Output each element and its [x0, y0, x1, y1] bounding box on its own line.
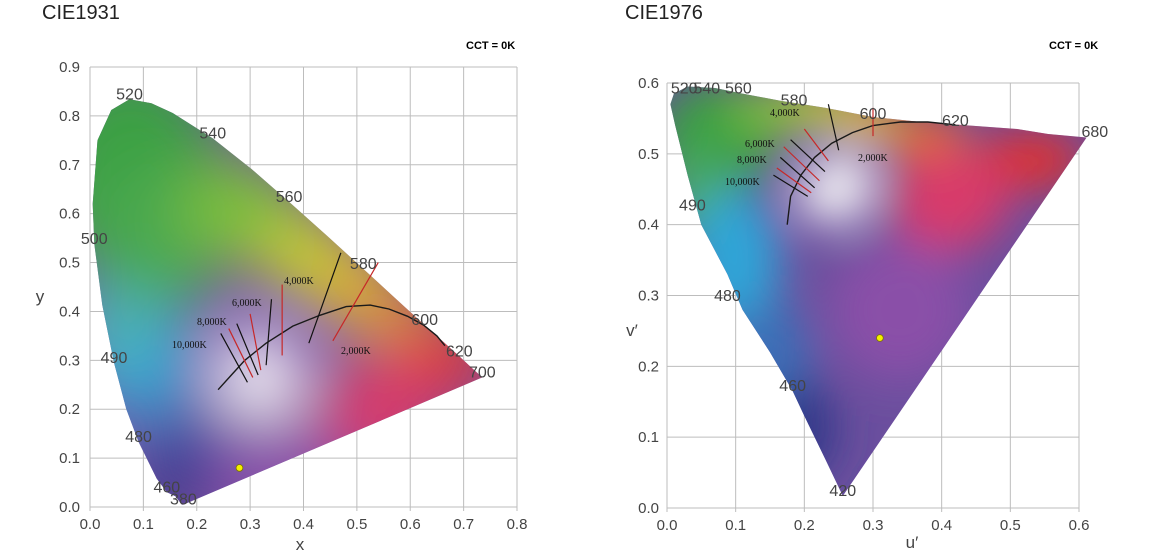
cie1976-y-tick-label: 0.3 [638, 288, 659, 305]
isotherm-lines-cie1976 [773, 104, 874, 197]
cct-label-2000k-cie1931: 2,000K [341, 346, 372, 357]
cie1976-wavelength-label-560: 560 [725, 81, 752, 98]
cie1976-wavelength-label-520: 520 [671, 81, 698, 98]
cie1931-wavelength-label-560: 560 [276, 189, 303, 206]
cct-label-8000k-cie1931: 8,000K [197, 317, 228, 328]
cie1976-x-tick-label: 0.1 [725, 517, 746, 534]
x-axis-label-cie1931: x [296, 535, 305, 554]
cie1976-wavelength-label-460: 460 [779, 378, 806, 395]
cie1931-wavelength-label-700: 700 [469, 364, 496, 381]
cie1931-x-tick-label: 0.4 [293, 516, 314, 533]
cie1931-y-tick-label: 0.4 [59, 303, 80, 320]
cie1976-wavelength-label-540: 540 [693, 81, 720, 98]
cct-label-6000k-cie1931: 6,000K [232, 298, 263, 309]
cie1931-wavelength-label-380: 380 [170, 492, 197, 509]
cie1931-wavelength-label-460: 460 [154, 479, 181, 496]
cie1976-y-tick-label: 0.1 [638, 429, 659, 446]
cie1931-wavelength-label-480: 480 [125, 429, 152, 446]
cie1976-x-tick-label: 0.2 [794, 517, 815, 534]
cie1931-y-tick-label: 0.8 [59, 108, 80, 125]
cie1931-y-tick-label: 0.3 [59, 352, 80, 369]
cie1931-x-tick-label: 0.2 [186, 516, 207, 533]
cie1931-y-tick-label: 0.2 [59, 401, 80, 418]
gamut-fill-cie1931 [92, 99, 483, 505]
cie1976-x-tick-label: 0.4 [931, 517, 952, 534]
cie1976-y-tick-label: 0.2 [638, 358, 659, 375]
cct-label-8000k-cie1976: 8,000K [737, 155, 768, 166]
cie1931-y-tick-label: 0.9 [59, 59, 80, 76]
cie1976-wavelength-label-680: 680 [1081, 124, 1108, 141]
cie1976-wavelength-label-420: 420 [829, 483, 856, 500]
chromaticity-point-cie1931 [235, 464, 244, 472]
isotherm-lines-cie1931 [220, 252, 379, 383]
chromaticity-point-cie1976 [876, 334, 884, 342]
cct-label-2000k-cie1976: 2,000K [858, 153, 889, 164]
cie1931-wavelength-label-580: 580 [350, 256, 377, 273]
cie1931-y-tick-label: 0.7 [59, 157, 80, 174]
x-axis-label-cie1976: u′ [906, 533, 919, 552]
cie1976-y-tick-label: 0.0 [638, 500, 659, 517]
cie1976-x-tick-label: 0.5 [1000, 517, 1021, 534]
planckian-locus-cie1976 [786, 121, 956, 225]
chart-title-cie1976: CIE1976 [625, 2, 703, 24]
cie1976-wavelength-label-490: 490 [679, 198, 706, 215]
cie1976-wavelength-label-620: 620 [942, 113, 969, 130]
cie1976-x-tick-label: 0.6 [1069, 517, 1090, 534]
cct-annotation-cie1931: CCT = 0K [466, 40, 516, 52]
cie1931-x-tick-label: 0.3 [240, 516, 261, 533]
cct-label-6000k-cie1976: 6,000K [745, 139, 776, 150]
cie1931-x-tick-label: 0.5 [346, 516, 367, 533]
cct-label-10000k-cie1931: 10,000K [172, 340, 208, 351]
cie1931-y-tick-label: 0.5 [59, 255, 80, 272]
cie1976-wavelength-label-600: 600 [860, 106, 887, 123]
cie1976-wavelength-label-480: 480 [714, 288, 741, 305]
cie1931-y-tick-label: 0.0 [59, 499, 80, 516]
cie1931-wavelength-label-520: 520 [116, 86, 143, 103]
cie1931-x-tick-label: 0.8 [507, 516, 528, 533]
y-axis-label-cie1931: y [36, 287, 45, 306]
y-axis-label-cie1976: v′ [626, 321, 638, 340]
cie1931-wavelength-label-600: 600 [411, 312, 438, 329]
cie1931-wavelength-label-490: 490 [101, 350, 128, 367]
cie1931-wavelength-label-500: 500 [81, 231, 108, 248]
cie1931-x-tick-label: 0.7 [453, 516, 474, 533]
cie1976-y-tick-label: 0.5 [638, 146, 659, 163]
cie1931-y-tick-label: 0.6 [59, 206, 80, 223]
cie1976-wavelength-label-580: 580 [781, 93, 808, 110]
cie1976-x-tick-label: 0.0 [657, 517, 678, 534]
cct-label-4000k-cie1931: 4,000K [284, 276, 315, 287]
cie1931-x-tick-label: 0.1 [133, 516, 154, 533]
cie1931-wavelength-label-620: 620 [446, 343, 473, 360]
cie1976-x-tick-label: 0.3 [863, 517, 884, 534]
cie1976-y-tick-label: 0.6 [638, 75, 659, 92]
cct-annotation-cie1976: CCT = 0K [1049, 40, 1099, 52]
cie1976-y-tick-label: 0.4 [638, 217, 659, 234]
cie1931-y-tick-label: 0.1 [59, 450, 80, 467]
cct-label-4000k-cie1976: 4,000K [770, 108, 801, 119]
cie1931-wavelength-label-540: 540 [199, 125, 226, 142]
cie1931-x-tick-label: 0.0 [80, 516, 101, 533]
cct-label-10000k-cie1976: 10,000K [725, 177, 761, 188]
chart-title-cie1931: CIE1931 [42, 2, 120, 24]
cie1931-x-tick-label: 0.6 [400, 516, 421, 533]
